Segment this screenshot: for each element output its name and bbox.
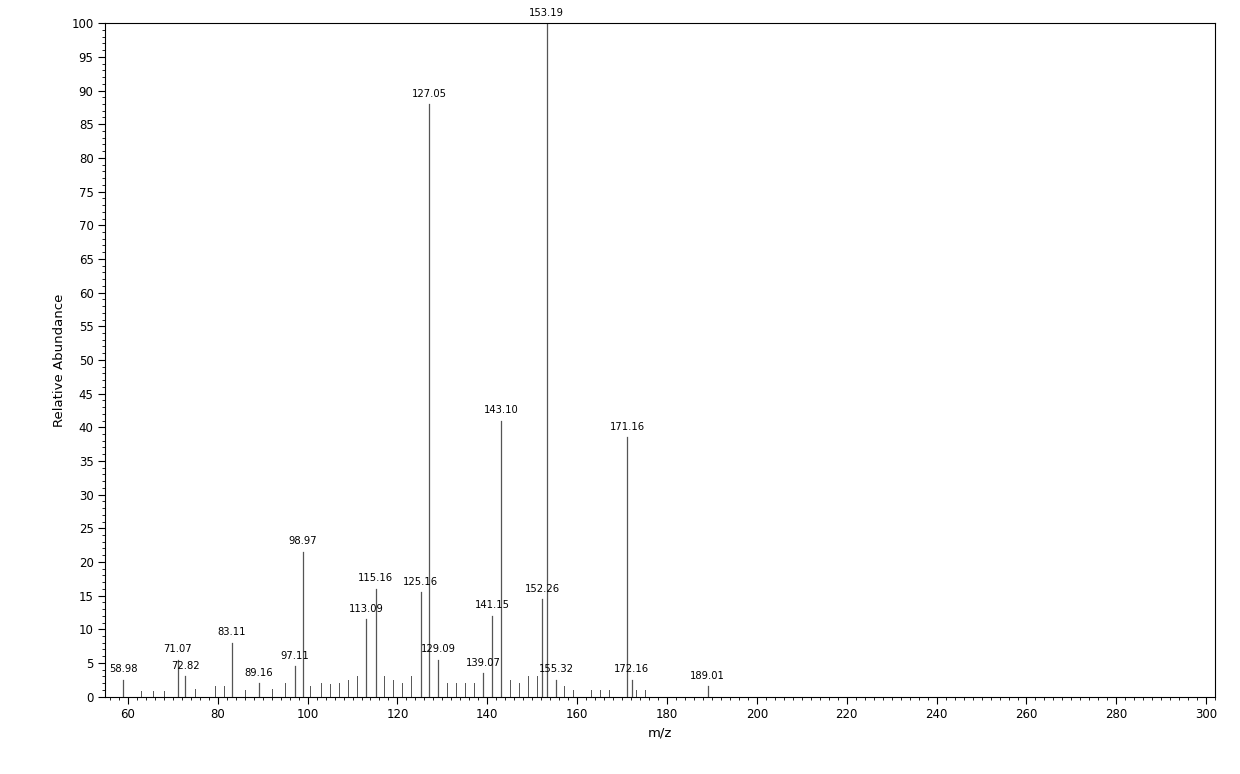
Text: 115.16: 115.16 [358, 574, 393, 584]
Text: 153.19: 153.19 [529, 8, 564, 18]
Text: 83.11: 83.11 [217, 628, 246, 637]
Text: 172.16: 172.16 [614, 664, 650, 674]
Text: 155.32: 155.32 [538, 664, 574, 674]
Text: 89.16: 89.16 [244, 668, 273, 678]
Text: 171.16: 171.16 [610, 422, 645, 432]
Text: 97.11: 97.11 [280, 651, 309, 661]
Text: 143.10: 143.10 [484, 405, 518, 415]
X-axis label: m/z: m/z [649, 727, 672, 740]
Text: 125.16: 125.16 [403, 577, 438, 587]
Text: 139.07: 139.07 [466, 658, 501, 668]
Text: 141.15: 141.15 [475, 601, 510, 611]
Text: 71.07: 71.07 [164, 644, 192, 654]
Text: 58.98: 58.98 [109, 664, 138, 674]
Text: 152.26: 152.26 [525, 584, 560, 594]
Y-axis label: Relative Abundance: Relative Abundance [53, 293, 66, 426]
Text: 98.97: 98.97 [289, 536, 317, 546]
Text: 189.01: 189.01 [691, 671, 725, 681]
Text: 72.82: 72.82 [171, 661, 200, 671]
Text: 129.09: 129.09 [420, 644, 456, 654]
Text: 113.09: 113.09 [348, 604, 384, 614]
Text: 127.05: 127.05 [412, 89, 446, 98]
